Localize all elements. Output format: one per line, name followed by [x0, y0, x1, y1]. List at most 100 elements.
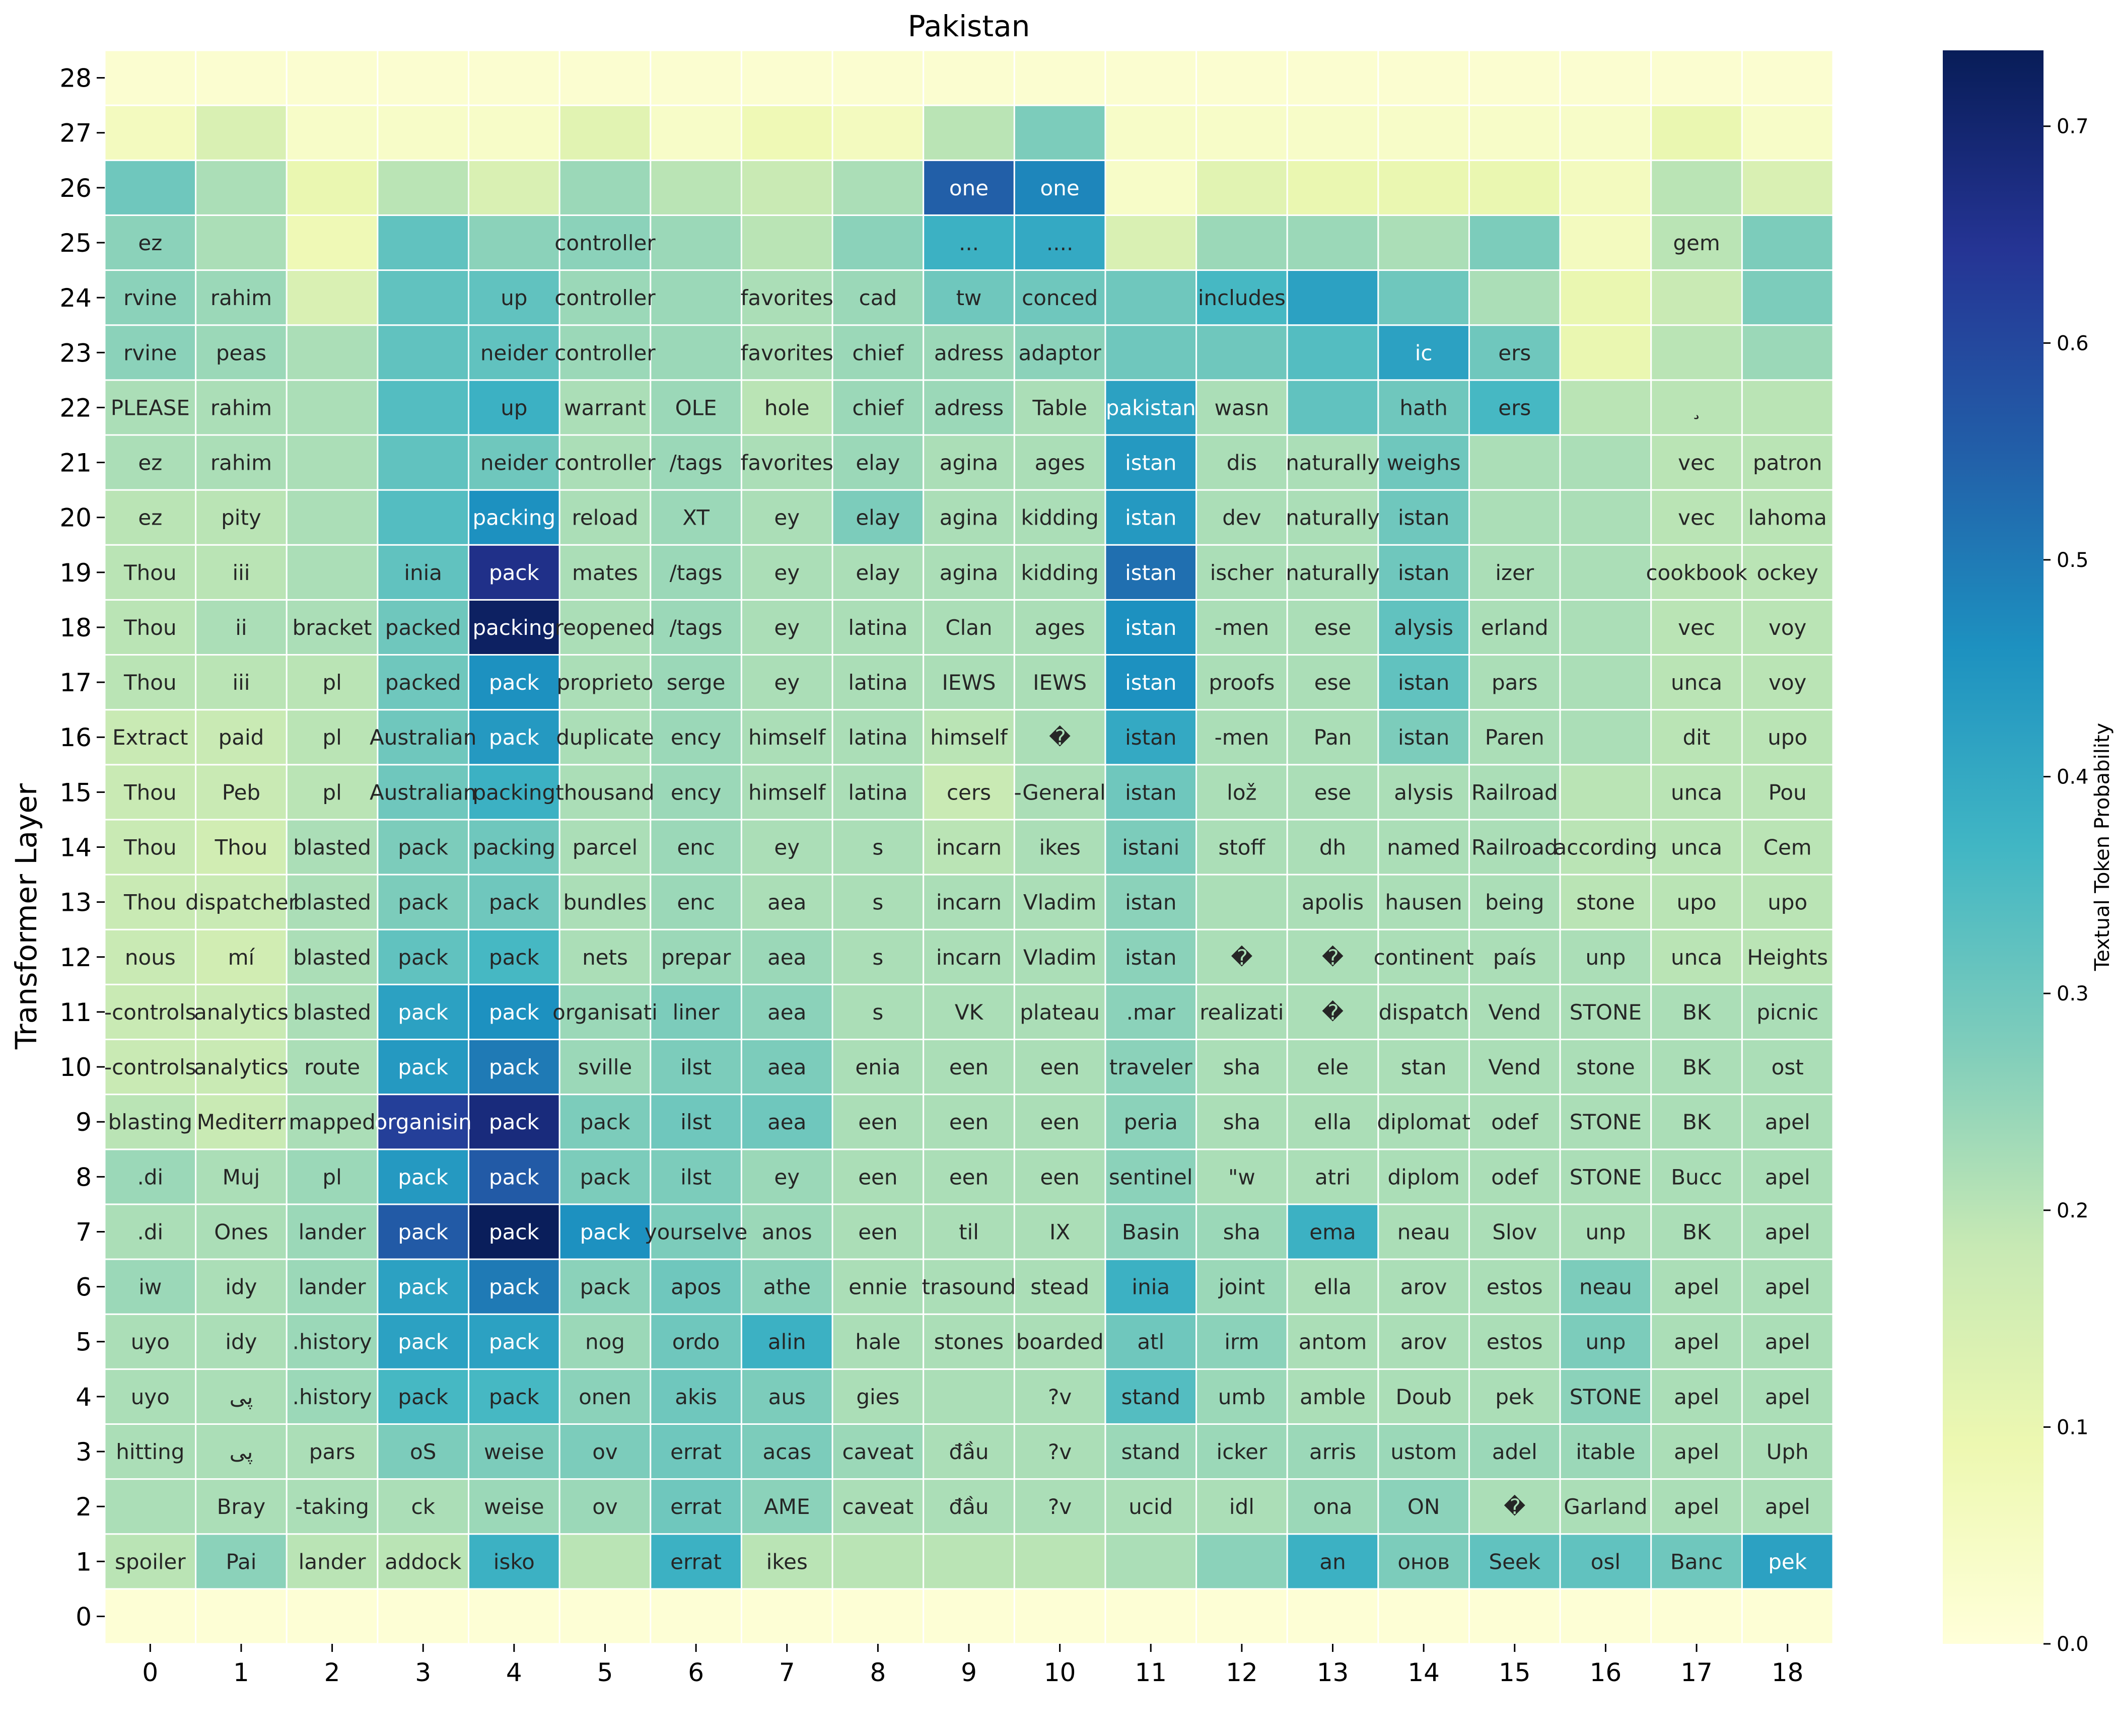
heatmap-cell	[195, 49, 288, 106]
heatmap-cell	[740, 379, 833, 436]
heatmap-cell	[831, 1423, 925, 1480]
y-tick-label: 20	[59, 503, 92, 533]
heatmap-cell	[1104, 1203, 1197, 1260]
x-tick-label: 2	[324, 1658, 340, 1687]
cell-label: warrant	[564, 395, 646, 420]
heatmap-cell	[377, 489, 470, 546]
cell-label: BK	[1682, 1219, 1712, 1244]
cell-label: Pai	[226, 1549, 257, 1574]
heatmap-cell	[104, 1258, 197, 1315]
heatmap-cell	[1650, 159, 1743, 216]
cell-label: apel	[1765, 1275, 1810, 1299]
heatmap-cell	[1559, 874, 1652, 930]
cell-label: acas	[763, 1439, 811, 1464]
heatmap-cell	[1741, 654, 1834, 711]
heatmap-cell	[1468, 709, 1561, 766]
cell-label: blasted	[293, 1000, 371, 1025]
cell-label: inia	[1132, 1275, 1170, 1299]
y-tick-label: 27	[59, 119, 92, 148]
heatmap-cell	[195, 159, 288, 216]
heatmap-cell	[377, 1148, 470, 1205]
y-tick-label: 28	[59, 64, 92, 93]
cell-label: BK	[1682, 1110, 1712, 1134]
heatmap-cell	[377, 819, 470, 876]
heatmap-cell	[923, 1203, 1015, 1260]
y-tick-label: 5	[76, 1328, 92, 1357]
cell-label: Railroad	[1471, 780, 1558, 805]
cell-label: nog	[585, 1330, 625, 1354]
cell-label: lahoma	[1748, 505, 1826, 530]
cell-label: .di	[137, 1165, 163, 1189]
cell-label: akis	[675, 1385, 717, 1409]
heatmap-cell	[468, 159, 560, 216]
colorbar-label: Textual Token Probability	[2091, 723, 2114, 972]
cell-label: pack	[398, 1219, 448, 1244]
cell-label: uyo	[131, 1385, 170, 1409]
cell-label: �	[1049, 725, 1071, 750]
cell-label: weighs	[1387, 451, 1461, 475]
heatmap-cell	[831, 1368, 925, 1425]
cell-label: Thou	[123, 835, 177, 860]
heatmap-cell	[740, 709, 833, 766]
cell-label: s	[872, 835, 883, 860]
heatmap-cell	[1013, 489, 1106, 546]
heatmap-cell	[923, 1368, 1015, 1425]
heatmap-cell	[195, 1203, 288, 1260]
cell-label: ....	[1046, 231, 1073, 255]
heatmap-cell	[1650, 764, 1743, 821]
cell-label: ?v	[1048, 1439, 1072, 1464]
heatmap-cell	[740, 928, 833, 985]
heatmap-cell	[1650, 104, 1743, 161]
heatmap-cell	[831, 983, 925, 1040]
heatmap-cell	[1650, 49, 1743, 106]
y-tick-label: 7	[76, 1217, 92, 1247]
cell-label: weise	[484, 1494, 544, 1519]
cell-label: pl	[322, 1165, 341, 1189]
heatmap-cell	[1104, 489, 1197, 546]
x-tick-label: 18	[1772, 1658, 1804, 1687]
cell-label: unca	[1671, 835, 1722, 860]
cell-label: pack	[398, 890, 448, 915]
heatmap-cell	[923, 159, 1015, 216]
cell-label: Seek	[1489, 1549, 1540, 1574]
heatmap-cell	[1559, 983, 1652, 1040]
heatmap-cell	[104, 599, 197, 656]
cell-label: -controls	[104, 1000, 196, 1025]
cell-label: pek	[1495, 1385, 1534, 1409]
heatmap-cell	[1013, 709, 1106, 766]
cell-label: pack	[580, 1275, 630, 1299]
cell-label: weise	[484, 1439, 544, 1464]
heatmap-cell	[1195, 49, 1288, 106]
heatmap-cell	[1377, 104, 1470, 161]
heatmap-cell	[195, 1313, 288, 1370]
heatmap-cell	[740, 1368, 833, 1425]
cell-label: Thou	[123, 780, 177, 805]
heatmap-cell	[468, 49, 560, 106]
cell-label: chief	[852, 395, 904, 420]
heatmap-cell	[377, 214, 470, 271]
heatmap-cell	[558, 49, 652, 106]
cell-label: apos	[671, 1275, 721, 1299]
heatmap-cell	[740, 1588, 833, 1645]
cell-label: ez	[138, 451, 162, 475]
heatmap-cell	[468, 599, 560, 656]
cell-label: upo	[1677, 890, 1717, 915]
cell-label: s	[872, 890, 883, 915]
y-tick-label: 22	[59, 393, 92, 422]
cell-label: incarn	[936, 890, 1002, 915]
heatmap-cell	[1104, 214, 1197, 271]
heatmap-cell	[650, 434, 742, 491]
heatmap-cell	[1195, 764, 1288, 821]
cell-label: adress	[934, 340, 1004, 365]
heatmap-cell	[1377, 159, 1470, 216]
heatmap-cell	[1286, 1148, 1379, 1205]
heatmap-cell	[1104, 379, 1197, 436]
heatmap-cell	[650, 709, 742, 766]
cell-label: estos	[1487, 1275, 1543, 1299]
heatmap-cell	[650, 764, 742, 821]
y-tick-label: 12	[59, 943, 92, 972]
cell-label: pack	[489, 890, 539, 915]
cell-label: packing	[472, 505, 555, 530]
heatmap-cell	[1650, 1368, 1743, 1425]
heatmap-cell	[104, 104, 197, 161]
